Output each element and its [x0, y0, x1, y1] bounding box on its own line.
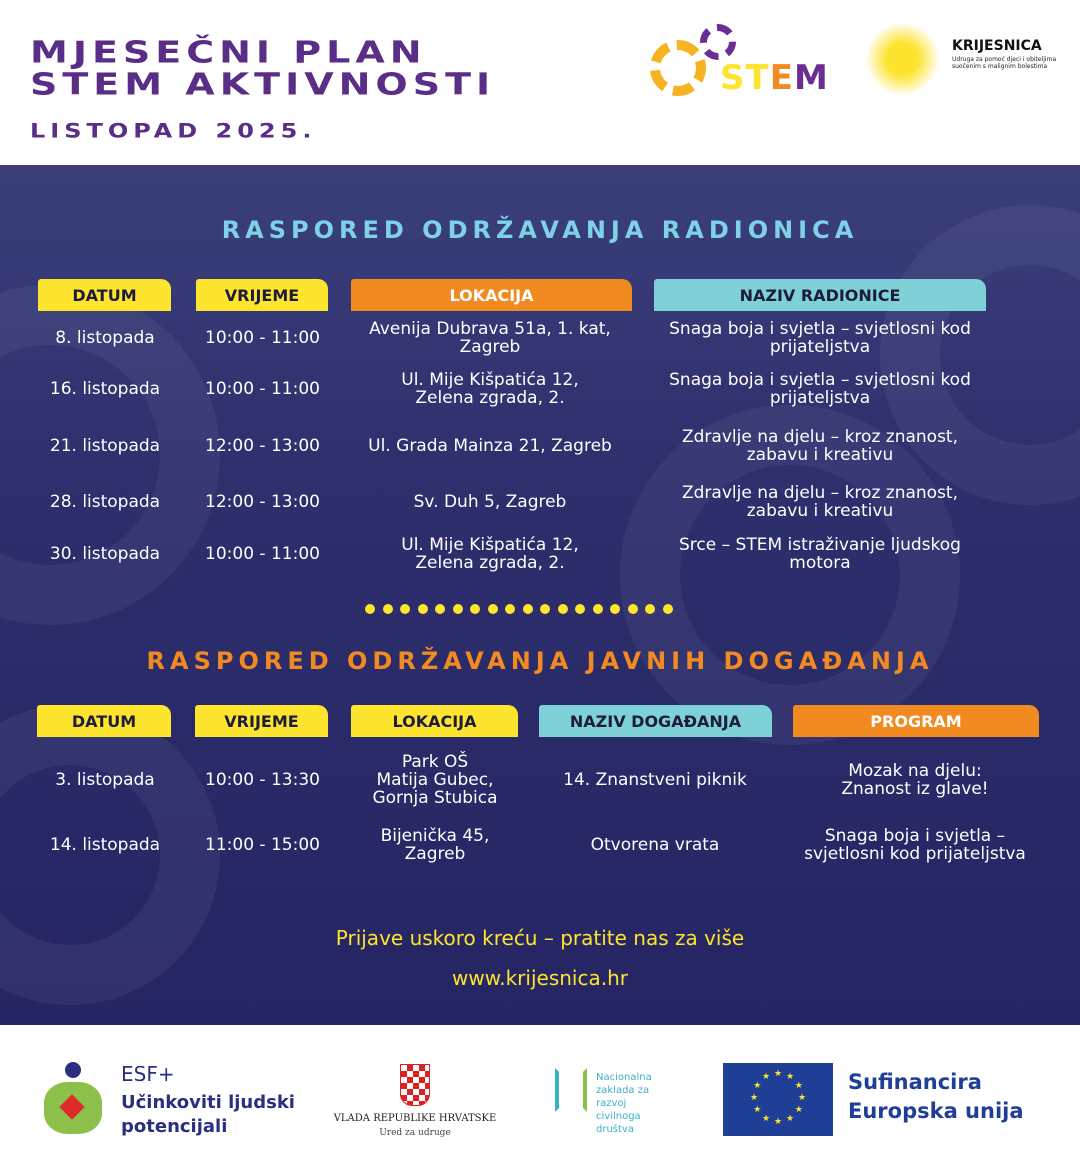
eu-star-icon: ★: [762, 1113, 771, 1124]
column-header: VRIJEME: [195, 705, 328, 737]
table-cell: 10:00 - 11:00: [205, 379, 320, 399]
website-link[interactable]: www.krijesnica.hr: [452, 966, 628, 990]
page-title: MJESEČNI PLAN STEM AKTIVNOSTI: [30, 36, 495, 100]
table-cell: 30. listopada: [49, 544, 161, 564]
table-cell: 12:00 - 13:00: [205, 492, 320, 512]
table-cell: Bijenička 45, Zagreb: [380, 826, 490, 864]
table-cell: 11:00 - 15:00: [205, 835, 320, 855]
column-header: VRIJEME: [196, 279, 328, 311]
separator-dot-icon: [470, 604, 480, 614]
esf-title: ESF+: [121, 1062, 175, 1086]
eu-star-icon: ★: [753, 1105, 762, 1115]
separator-dot-icon: [400, 604, 410, 614]
table-cell: Mozak na djelu: Znanost iz glave!: [841, 761, 989, 799]
table-cell: 12:00 - 13:00: [205, 436, 320, 456]
table-cell: 10:00 - 11:00: [205, 544, 320, 564]
vlada-text: VLADA REPUBLIKE HRVATSKE: [333, 1113, 497, 1124]
column-header: DATUM: [37, 705, 171, 737]
separator-dot-icon: [575, 604, 585, 614]
cta-text: Prijave uskoro kreću – pratite nas za vi…: [335, 926, 745, 950]
krijesnica-tagline: Udruga za pomoć djeci i obiteljima suoče…: [952, 56, 1057, 70]
table-cell: Snaga boja i svjetla – svjetlosni kod pr…: [669, 370, 971, 408]
eu-star-icon: ★: [794, 1081, 803, 1091]
separator-dot-icon: [365, 604, 375, 614]
table-cell: Snaga boja i svjetla – svjetlosni kod pr…: [804, 826, 1026, 864]
table-cell: 10:00 - 13:30: [205, 770, 320, 790]
eu-star-icon: ★: [786, 1072, 795, 1083]
gear-icon: [650, 40, 706, 96]
separator-dot-icon: [382, 604, 393, 614]
table-cell: Otvorena vrata: [590, 835, 720, 855]
separator-dot-icon: [487, 604, 498, 614]
eu-star-icon: ★: [798, 1093, 807, 1103]
column-header: NAZIV DOGAĐANJA: [539, 705, 772, 737]
table-cell: 10:00 - 11:00: [205, 328, 320, 348]
separator-dot-icon: [557, 604, 568, 614]
column-header: DATUM: [38, 279, 171, 311]
eu-star-icon: ★: [794, 1105, 803, 1115]
nzrcd-bracket-icon: [555, 1068, 587, 1112]
title-line-1: MJESEČNI PLAN: [30, 34, 427, 70]
table-cell: Srce – STEM istraživanje ljudskog motora: [679, 535, 961, 573]
separator-dot-icon: [452, 604, 463, 614]
column-header: PROGRAM: [793, 705, 1039, 737]
table-cell: 14. listopada: [49, 835, 161, 855]
title-line-2: STEM AKTIVNOSTI: [30, 66, 496, 102]
eu-star-icon: ★: [774, 1117, 783, 1127]
krijesnica-name: KRIJESNICA: [952, 38, 1042, 54]
separator-dot-icon: [645, 604, 655, 614]
eu-star-icon: ★: [762, 1072, 771, 1083]
table-cell: Park OŠ Matija Gubec, Gornja Stubica: [372, 752, 498, 808]
table-cell: Ul. Mije Kišpatića 12, Zelena zgrada, 2.: [401, 370, 579, 408]
table-cell: Avenija Dubrava 51a, 1. kat, Zagreb: [369, 319, 611, 357]
croatian-coat-of-arms-icon: [400, 1064, 430, 1106]
separator-dot-icon: [435, 604, 445, 614]
table-cell: 14. Znanstveni piknik: [563, 770, 747, 790]
table-cell: 3. listopada: [55, 770, 155, 790]
firefly-logo-icon: [865, 24, 940, 94]
eu-star-icon: ★: [753, 1081, 762, 1091]
table-cell: Ul. Grada Mainza 21, Zagreb: [368, 436, 612, 456]
separator-dot-icon: [627, 604, 638, 614]
table-cell: 21. listopada: [49, 436, 161, 456]
table-cell: 16. listopada: [49, 379, 161, 399]
eu-star-icon: ★: [786, 1113, 795, 1124]
table-cell: Snaga boja i svjetla – svjetlosni kod pr…: [669, 319, 971, 357]
separator-dot-icon: [540, 604, 550, 614]
separator-dot-icon: [662, 604, 673, 614]
esf-text: Učinkoviti ljudski potencijali: [121, 1092, 295, 1137]
separator-dot-icon: [522, 604, 533, 614]
eu-star-icon: ★: [750, 1093, 759, 1103]
table-cell: Ul. Mije Kišpatića 12, Zelena zgrada, 2.: [401, 535, 579, 573]
column-header: LOKACIJA: [351, 279, 632, 311]
table-cell: Sv. Duh 5, Zagreb: [413, 492, 567, 512]
gear-icon: [700, 24, 736, 60]
table-cell: Zdravlje na djelu – kroz znanost, zabavu…: [682, 483, 958, 521]
table-cell: 8. listopada: [55, 328, 155, 348]
eu-star-icon: ★: [774, 1069, 783, 1079]
month-label: LISTOPAD 2025.: [30, 120, 317, 143]
stem-logo: STEM: [638, 22, 833, 102]
table-cell: 28. listopada: [49, 492, 161, 512]
column-header: NAZIV RADIONICE: [654, 279, 986, 311]
column-header: LOKACIJA: [351, 705, 518, 737]
separator-dot-icon: [417, 604, 428, 614]
events-title: RASPORED ODRŽAVANJA JAVNIH DOGAĐANJA: [146, 647, 934, 675]
workshops-title: RASPORED ODRŽAVANJA RADIONICA: [221, 216, 859, 244]
nzrcd-text: Nacionalna zaklada za razvoj civilnoga d…: [596, 1072, 652, 1135]
separator-dot-icon: [505, 604, 515, 614]
separator-dot-icon: [592, 604, 603, 614]
eu-text: Sufinancira Europska unija: [848, 1070, 1024, 1123]
separator-dot-icon: [610, 604, 620, 614]
eu-flag-icon: ★ ★ ★ ★ ★ ★ ★ ★ ★ ★ ★ ★: [723, 1063, 833, 1136]
table-cell: Zdravlje na djelu – kroz znanost, zabavu…: [682, 427, 958, 465]
ured-text: Ured za udruge: [379, 1128, 451, 1138]
esf-logo-icon: [40, 1062, 105, 1137]
